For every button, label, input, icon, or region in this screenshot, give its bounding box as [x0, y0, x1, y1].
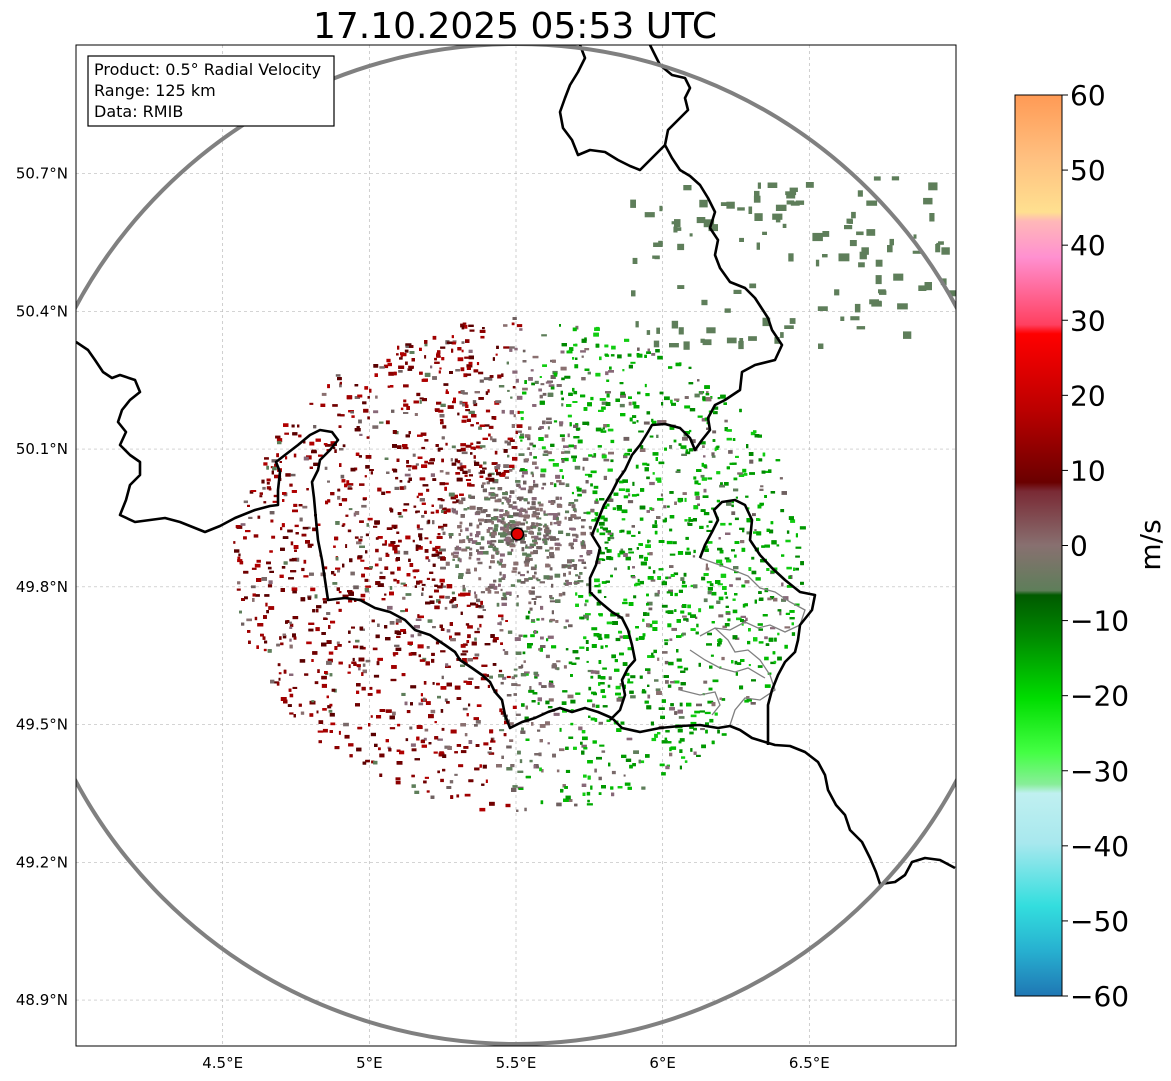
colorbar-tick-label: 10 [1070, 454, 1106, 487]
chart-title: 17.10.2025 05:53 UTC [313, 6, 717, 47]
lat-tick-label: 49.2°N [16, 853, 68, 871]
colorbar-tick-label: 50 [1070, 154, 1106, 187]
radar-site-marker [510, 527, 525, 541]
colorbar-tick-label: −50 [1070, 905, 1129, 938]
lat-tick-label: 48.9°N [16, 991, 68, 1009]
longitude-ticks: 4.5°E 5°E 5.5°E 6°E 6.5°E [202, 1054, 830, 1072]
map-frame [75, 44, 957, 1047]
range-ring [76, 45, 956, 1046]
info-box-frame [87, 55, 335, 127]
colorbar-tick-label: 40 [1070, 229, 1106, 262]
colorbar-label: m/s [1134, 519, 1167, 570]
latitude-ticks: 50.7°N 50.4°N 50.1°N 49.8°N 49.5°N 49.2°N 48.9… [16, 165, 68, 1010]
colorbar-scale [1014, 94, 1063, 997]
colorbar-tick-label: −60 [1070, 980, 1129, 1013]
gridlines [76, 45, 956, 1046]
map-content [76, 45, 956, 1046]
colorbar-tick-label: 20 [1070, 379, 1106, 412]
lon-tick-label: 6°E [649, 1054, 676, 1072]
info-range: Range: 125 km [94, 81, 216, 100]
colorbar-tick-label: 60 [1070, 79, 1106, 112]
info-box: Product: 0.5° Radial Velocity Range: 125… [87, 55, 335, 127]
lon-tick-label: 5.5°E [496, 1054, 537, 1072]
colorbar-tick-label: 0 [1070, 530, 1088, 563]
national-border [76, 45, 956, 886]
colorbar-tick-label: 30 [1070, 304, 1106, 337]
lat-tick-label: 50.7°N [16, 165, 68, 183]
colorbar-tick-label: −10 [1070, 605, 1129, 638]
colorbar: 60 50 40 30 20 10 0 −10 −20 −30 −40 −50 −60 m/s [1014, 79, 1167, 1013]
colorbar-tick-label: −40 [1070, 830, 1129, 863]
colorbar-tick-label: −30 [1070, 755, 1129, 788]
lat-tick-label: 50.4°N [16, 302, 68, 320]
colorbar-ticks: 60 50 40 30 20 10 0 −10 −20 −30 −40 −50 −60 [1062, 79, 1129, 1013]
info-data-source: Data: RMIB [94, 102, 183, 121]
radar-echoes [233, 176, 956, 812]
lat-tick-label: 49.5°N [16, 716, 68, 734]
lon-tick-label: 4.5°E [202, 1054, 243, 1072]
lat-tick-label: 50.1°N [16, 440, 68, 458]
lon-tick-label: 5°E [356, 1054, 383, 1072]
info-product: Product: 0.5° Radial Velocity [94, 60, 321, 79]
colorbar-tick-label: −20 [1070, 680, 1129, 713]
lat-tick-label: 49.8°N [16, 578, 68, 596]
lon-tick-label: 6.5°E [789, 1054, 830, 1072]
